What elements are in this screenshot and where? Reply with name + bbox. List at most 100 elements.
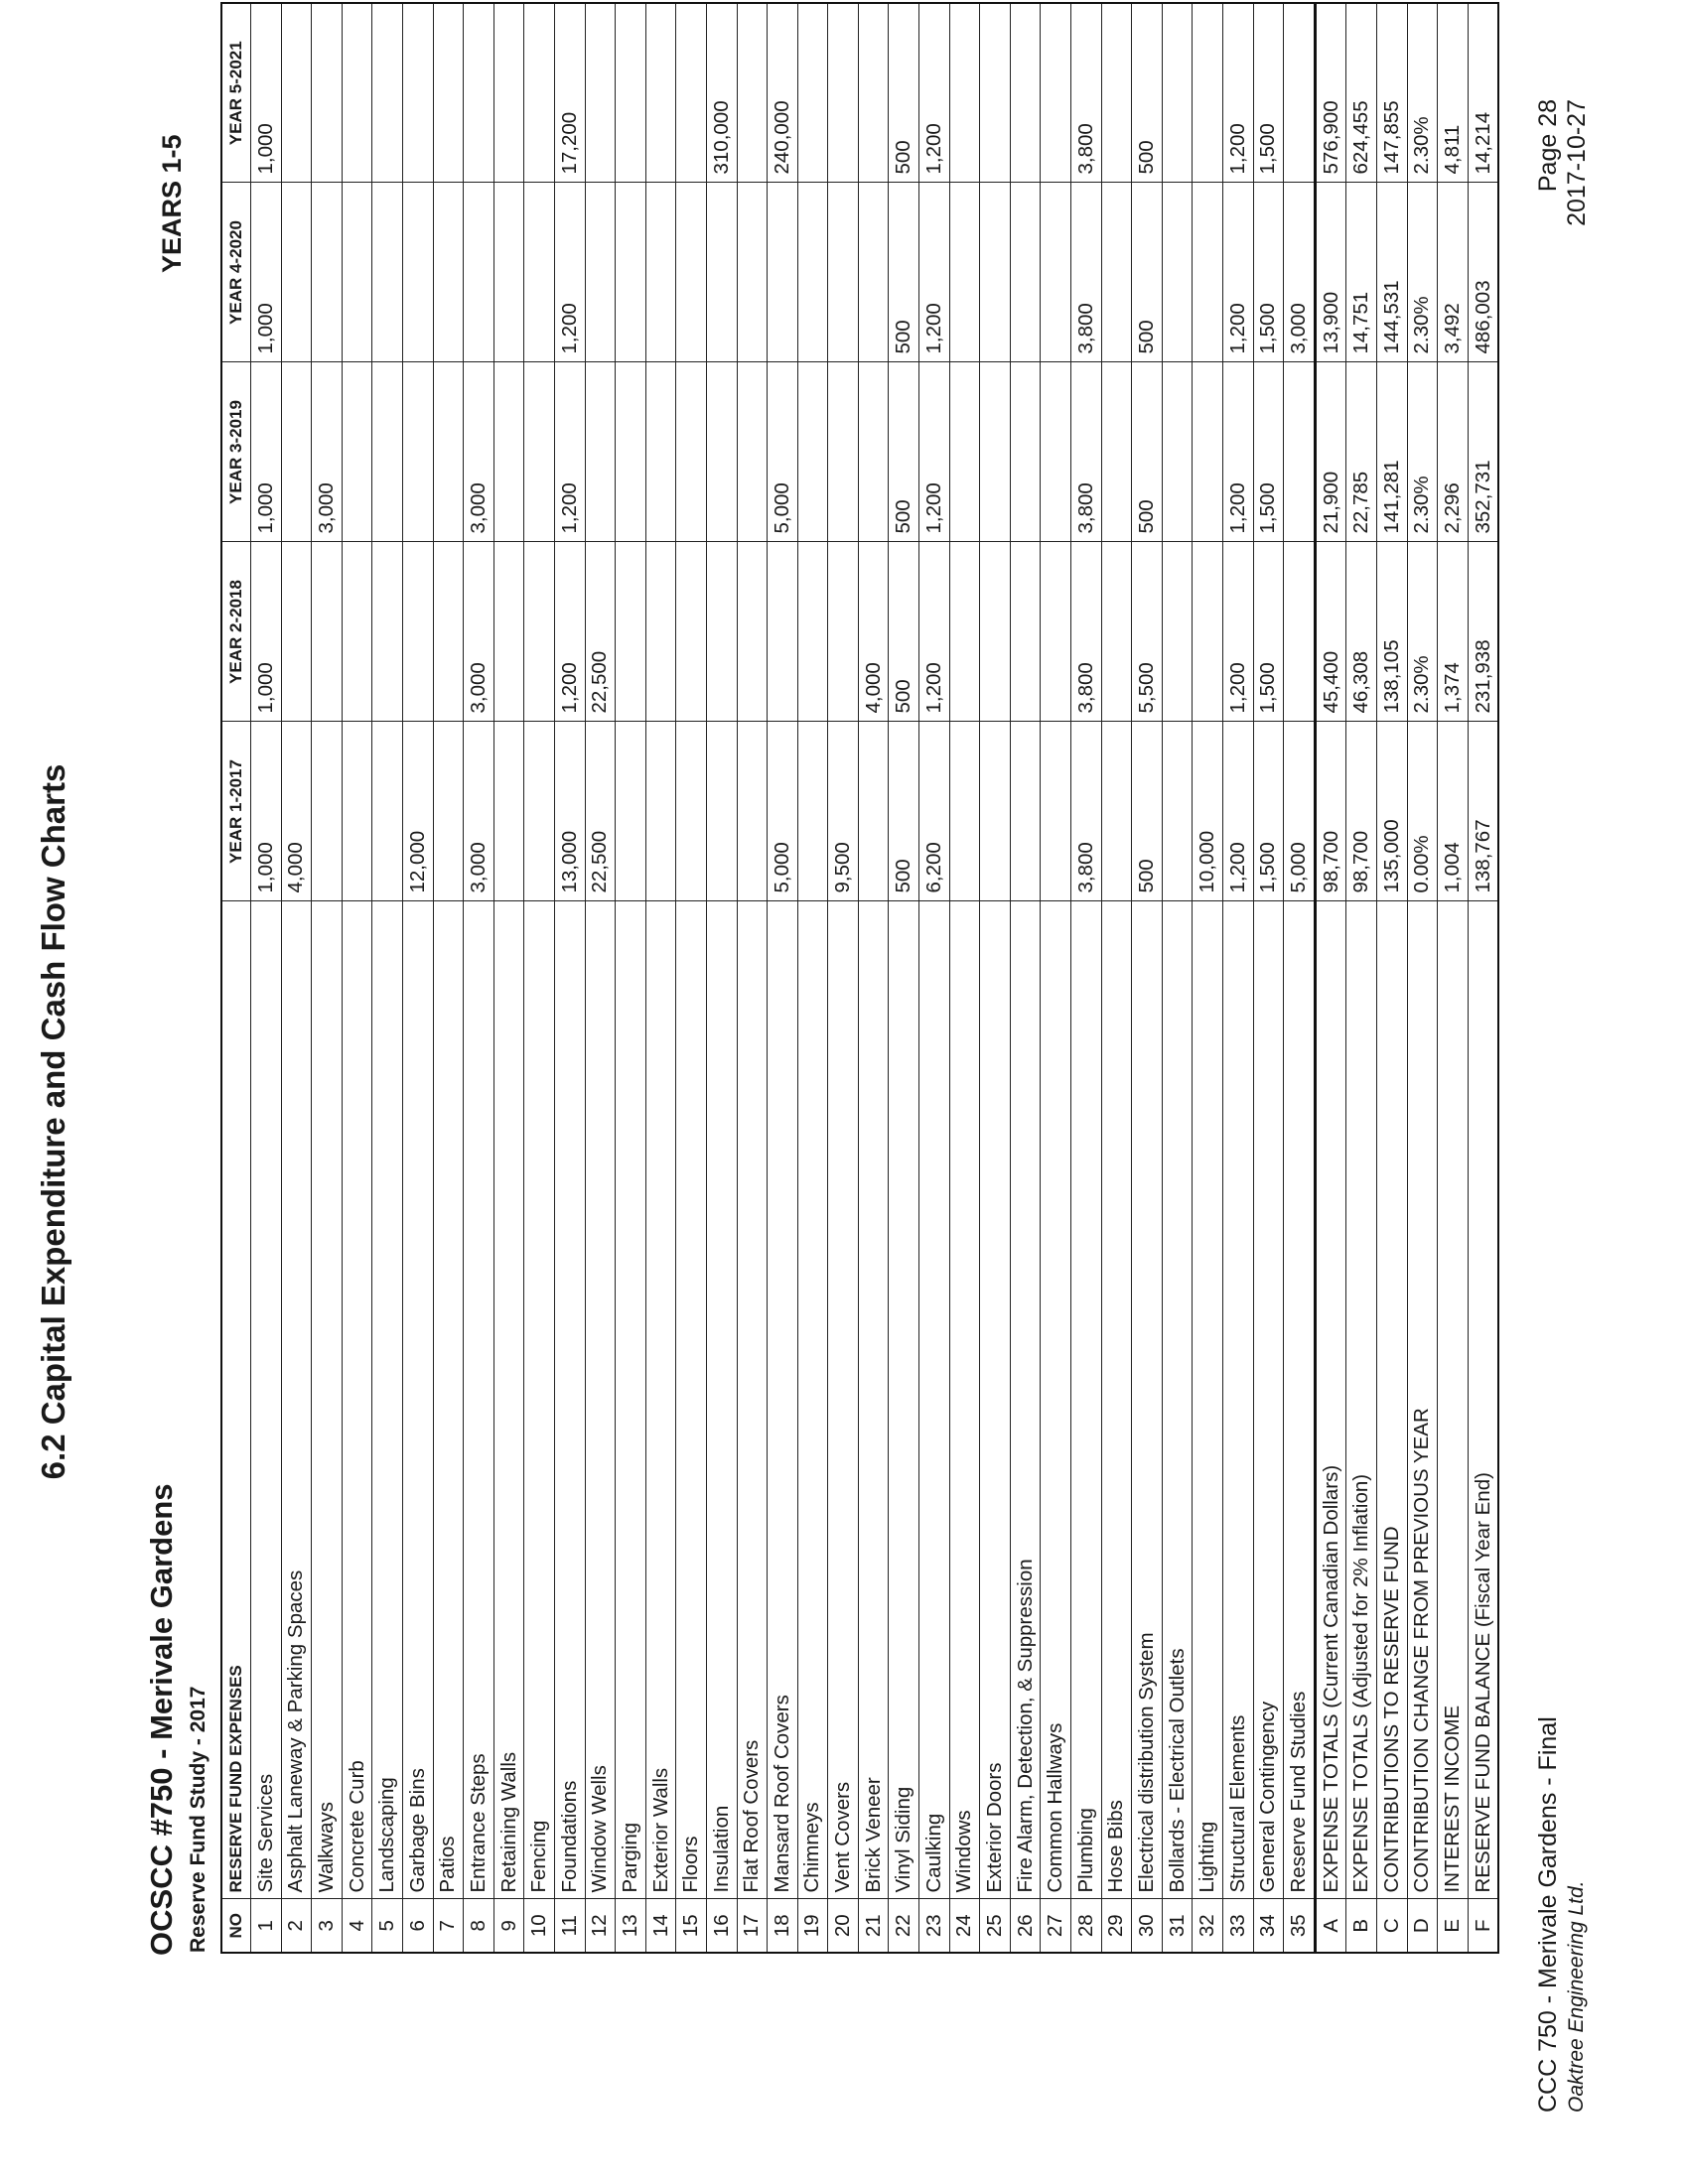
year-2-value [979,542,1011,722]
year-1-value: 6,200 [918,722,950,901]
year-4-value [767,183,798,362]
year-2-value [493,542,524,722]
row-number: 14 [645,1899,676,1953]
year-2-value [342,542,372,722]
row-number: 4 [342,1899,372,1953]
row-expense-name: Concrete Curb [342,901,372,1899]
year-5-value: 1,000 [250,3,282,183]
row-expense-name: CONTRIBUTIONS TO RESERVE FUND [1376,901,1408,1899]
footer-date: 2017-10-27 [1563,99,1591,226]
year-3-value [645,362,676,542]
summary-row: B EXPENSE TOTALS (Adjusted for 2% Inflati… [1345,3,1377,1953]
row-expense-name: Patios [433,901,464,1899]
row-number: B [1345,1899,1377,1953]
year-3-value: 500 [1131,362,1163,542]
year-4-value: 3,492 [1437,183,1469,362]
row-expense-name: Caulking [918,901,950,1899]
row-expense-name: Plumbing [1070,901,1102,1899]
capital-expenditure-table: NO RESERVE FUND EXPENSES YEAR 1-2017 YEA… [220,2,1500,1954]
row-number: 22 [888,1899,919,1953]
row-number: 34 [1253,1899,1284,1953]
year-1-value: 5,000 [767,722,798,901]
row-expense-name: Chimneys [797,901,828,1899]
year-5-value [523,3,555,183]
row-number: 17 [737,1899,768,1953]
year-3-value: 22,785 [1345,362,1377,542]
row-expense-name: Structural Elements [1222,901,1254,1899]
year-1-value: 500 [1131,722,1163,901]
header-expenses: RESERVE FUND EXPENSES [221,901,251,1899]
year-3-value [615,362,646,542]
year-5-value [858,3,889,183]
year-3-value: 3,000 [311,362,343,542]
year-4-value [706,183,737,362]
year-2-value [311,542,343,722]
year-4-value [311,183,343,362]
year-3-value: 1,200 [554,362,586,542]
year-3-value [1040,362,1071,542]
year-2-value: 3,800 [1070,542,1102,722]
year-5-value [1010,3,1041,183]
row-expense-name: Asphalt Laneway & Parking Spaces [281,901,312,1899]
year-2-value [615,542,646,722]
year-5-value: 1,500 [1253,3,1284,183]
row-number: 18 [767,1899,798,1953]
row-expense-name: CONTRIBUTION CHANGE FROM PREVIOUS YEAR [1407,901,1438,1899]
row-expense-name: Vent Covers [827,901,859,1899]
row-expense-name: Windows [949,901,980,1899]
header-year-4: YEAR 4-2020 [221,183,251,362]
year-5-value: 310,000 [706,3,737,183]
row-expense-name: Garbage Bins [402,901,434,1899]
row-expense-name: Electrical distribution System [1131,901,1163,1899]
table-row: 12 Window Wells 22,500 22,500 [585,3,616,1953]
year-1-value [797,722,828,901]
table-row: 3 Walkways 3,000 [311,3,343,1953]
row-expense-name: Retaining Walls [493,901,524,1899]
year-4-value: 1,200 [1222,183,1254,362]
row-number: 1 [250,1899,282,1953]
year-5-value [827,3,859,183]
year-4-value [827,183,859,362]
table-row: 15 Floors [675,3,707,1953]
table-row: 17 Flat Roof Covers [737,3,768,1953]
row-number: 31 [1162,1899,1193,1953]
year-1-value [675,722,707,901]
year-1-value: 1,200 [1222,722,1254,901]
row-expense-name: Fencing [523,901,555,1899]
year-5-value: 500 [1131,3,1163,183]
row-expense-name: Insulation [706,901,737,1899]
table-row: 32 Lighting 10,000 [1192,3,1223,1953]
year-3-value [371,362,403,542]
year-3-value: 2,296 [1437,362,1469,542]
year-5-value [493,3,524,183]
year-4-value [342,183,372,362]
row-number: 13 [615,1899,646,1953]
year-4-value [1162,183,1193,362]
year-1-value: 9,500 [827,722,859,901]
row-number: 8 [463,1899,494,1953]
table-body: 1 Site Services 1,000 1,000 1,000 1,000 1,000 2… [250,3,1499,1953]
year-3-value [949,362,980,542]
row-number: 35 [1283,1899,1316,1953]
table-row: 26 Fire Alarm, Detection, & Suppression [1010,3,1041,1953]
row-expense-name: Flat Roof Covers [737,901,768,1899]
year-3-value [1101,362,1132,542]
year-5-value: 576,900 [1315,3,1346,183]
year-4-value [433,183,464,362]
table-row: 1 Site Services 1,000 1,000 1,000 1,000 1,000 [250,3,282,1953]
row-number: 25 [979,1899,1011,1953]
row-expense-name: INTEREST INCOME [1437,901,1469,1899]
year-5-value: 1,200 [918,3,950,183]
footer-report-name: CCC 750 - Merivale Gardens - Final [1534,1716,1562,2113]
year-2-value [523,542,555,722]
year-4-value [1192,183,1223,362]
year-4-value: 500 [888,183,919,362]
year-5-value: 240,000 [767,3,798,183]
row-number: D [1407,1899,1438,1953]
year-3-value [858,362,889,542]
year-1-value [523,722,555,901]
table-row: 20 Vent Covers 9,500 [827,3,859,1953]
row-number: 5 [371,1899,403,1953]
year-4-value [463,183,494,362]
